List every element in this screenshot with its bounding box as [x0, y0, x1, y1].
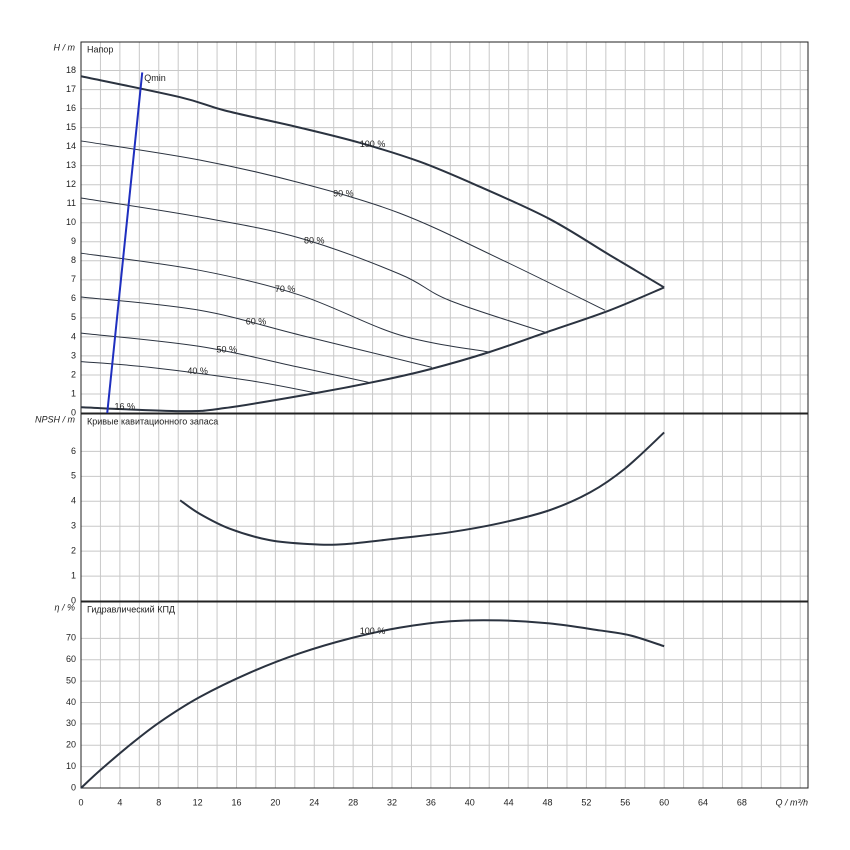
y-tick-label: 4 — [71, 331, 76, 341]
curve-label: 70 % — [275, 284, 296, 294]
x-tick-label: 40 — [465, 797, 475, 807]
x-tick-label: 52 — [581, 797, 591, 807]
curve-label: 50 % — [217, 344, 238, 354]
y-tick-label: 1 — [71, 388, 76, 398]
x-tick-label: 36 — [426, 797, 436, 807]
y-tick-label: 2 — [71, 369, 76, 379]
y-tick-label: 0 — [71, 595, 76, 605]
y-tick-label: 10 — [66, 761, 76, 771]
y-tick-label: 6 — [71, 293, 76, 303]
y-tick-label: 50 — [66, 675, 76, 685]
curve — [80, 296, 432, 368]
x-tick-label: 60 — [659, 797, 669, 807]
y-tick-label: 6 — [71, 446, 76, 456]
y-tick-label: 5 — [71, 312, 76, 322]
y-tick-label: 11 — [67, 198, 76, 208]
curve — [80, 140, 606, 311]
x-tick-label: 0 — [78, 797, 83, 807]
x-tick-label: 64 — [698, 797, 708, 807]
y-tick-label: 1 — [71, 570, 76, 580]
y-tick-label: 13 — [66, 160, 76, 170]
y-tick-label: 10 — [66, 217, 76, 227]
y-tick-label: 8 — [71, 255, 76, 265]
curve — [80, 332, 370, 384]
curve — [80, 286, 665, 413]
y-tick-label: 7 — [71, 274, 76, 284]
x-tick-label: 48 — [543, 797, 553, 807]
curve — [80, 75, 665, 289]
y-tick-label: 0 — [71, 782, 76, 792]
x-tick-label: 56 — [620, 797, 630, 807]
curve — [106, 72, 144, 414]
y-tick-label: 4 — [71, 496, 76, 506]
curve-label: 80 % — [304, 236, 325, 246]
y-tick-label: 60 — [66, 654, 76, 664]
y-tick-label: 5 — [71, 471, 76, 481]
curve-label: Qmin — [144, 73, 166, 83]
y-axis-label: H / m — [54, 42, 76, 52]
panel-title: Кривые кавитационного запаса — [87, 416, 218, 426]
y-tick-label: 3 — [71, 350, 76, 360]
y-tick-label: 30 — [66, 718, 76, 728]
curve — [80, 252, 490, 353]
x-tick-label: 4 — [117, 797, 122, 807]
y-tick-label: 14 — [66, 141, 76, 151]
panel-frame — [80, 41, 809, 414]
curve-label: 40 % — [187, 366, 208, 376]
x-tick-label: 28 — [348, 797, 358, 807]
panel-frame — [80, 601, 809, 789]
x-tick-label: 68 — [737, 797, 747, 807]
curve-label: 90 % — [333, 188, 354, 198]
y-tick-label: 2 — [71, 546, 76, 556]
x-tick-label: 44 — [504, 797, 514, 807]
curve — [80, 197, 548, 334]
curve-label: 16 % — [114, 401, 135, 411]
y-tick-label: 17 — [66, 84, 76, 94]
y-axis-label: NPSH / m — [35, 414, 76, 424]
curve-label: 60 % — [246, 317, 267, 327]
panel-frame — [80, 413, 809, 602]
y-tick-label: 0 — [71, 407, 76, 417]
x-tick-label: 20 — [270, 797, 280, 807]
panel-title: Гидравлический КПД — [87, 604, 175, 614]
y-tick-label: 15 — [66, 122, 76, 132]
panel-title: Напор — [87, 44, 113, 54]
x-tick-label: 32 — [387, 797, 397, 807]
y-tick-label: 20 — [66, 740, 76, 750]
y-tick-label: 40 — [66, 697, 76, 707]
y-tick-label: 70 — [66, 633, 76, 643]
curve — [179, 431, 665, 546]
x-tick-label: 12 — [193, 797, 203, 807]
curve — [80, 619, 665, 789]
x-tick-label: 16 — [232, 797, 242, 807]
x-tick-label: 8 — [156, 797, 161, 807]
y-tick-label: 16 — [66, 103, 76, 113]
y-tick-label: 12 — [66, 179, 76, 189]
y-tick-label: 3 — [71, 521, 76, 531]
y-axis-label: η / % — [54, 602, 75, 612]
y-tick-label: 18 — [66, 65, 76, 75]
x-axis-label: Q / m³/h — [775, 797, 808, 807]
curve-label: 100 % — [360, 139, 386, 149]
x-tick-label: 24 — [309, 797, 319, 807]
curve-label: 100 % — [360, 626, 386, 636]
y-tick-label: 9 — [71, 236, 76, 246]
